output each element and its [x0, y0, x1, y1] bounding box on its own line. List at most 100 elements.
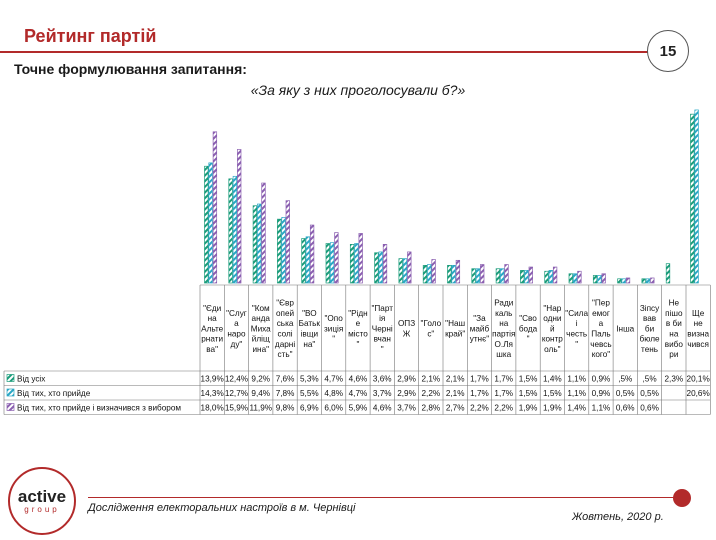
- data-label: 13,9%: [201, 375, 224, 384]
- category-label: "Рідн е місто ": [348, 309, 368, 349]
- bar-s1-c1: [204, 165, 209, 284]
- data-label: 2,1%: [422, 375, 441, 384]
- bar-s2-c9: [402, 258, 408, 284]
- bar-s3-c15: [552, 266, 558, 284]
- bar-s3-c8: [382, 244, 388, 284]
- category-label: "Сила і честь ": [565, 309, 588, 349]
- bar-s1-c10: [422, 265, 428, 284]
- bar-s1-c21: [690, 113, 695, 284]
- bar-s3-c19: [650, 277, 655, 284]
- bar-s2-c17: [597, 275, 602, 284]
- bar-s2-c6: [329, 242, 335, 284]
- data-label: 20,1%: [687, 375, 710, 384]
- data-label: 4,7%: [349, 389, 368, 398]
- data-label: 1,4%: [567, 404, 586, 413]
- category-label: Ще не визна чився: [687, 309, 709, 349]
- data-label: 1,5%: [519, 389, 538, 398]
- bar-s3-c13: [504, 264, 509, 284]
- bar-s2-c2: [232, 175, 238, 284]
- bar-s2-c12: [475, 268, 481, 284]
- data-label: 1,7%: [470, 389, 489, 398]
- data-label: 3,6%: [373, 375, 392, 384]
- data-label: 1,1%: [567, 375, 586, 384]
- category-label: "Парт ія Черні вчан ": [372, 304, 394, 354]
- data-label: 3,7%: [373, 389, 392, 398]
- title-underline: [0, 51, 648, 53]
- bar-s1-c3: [252, 205, 258, 284]
- bar-s1-c6: [325, 243, 330, 284]
- footer-study-title: Дослідження електоральних настроїв в м. …: [88, 502, 356, 514]
- bar-s3-c9: [407, 251, 412, 284]
- data-label: 4,6%: [349, 375, 368, 384]
- data-label: ,5%: [642, 375, 656, 384]
- data-label: 2,1%: [446, 375, 465, 384]
- question-text: «За яку з них проголосували б?»: [250, 82, 466, 98]
- bar-s3-c5: [309, 224, 315, 284]
- slide-title: Рейтинг партій: [24, 26, 157, 46]
- legend-label-2: Від тих, хто прийде: [17, 389, 91, 398]
- data-label: 6,0%: [324, 404, 343, 413]
- bar-s3-c18: [625, 277, 631, 284]
- logo-subtext: group: [24, 504, 60, 514]
- category-label: "Нар одни й контр оль": [542, 304, 563, 354]
- category-label: Не пішо в би на вибо ри: [665, 299, 684, 360]
- data-label: 2,7%: [446, 404, 465, 413]
- legend-swatch-1: [6, 374, 15, 382]
- data-label: 6,9%: [300, 404, 319, 413]
- bar-s1-c8: [374, 252, 379, 284]
- question-label: Точне формулювання запитання:: [14, 61, 247, 77]
- category-label: "Голо с": [421, 319, 442, 338]
- bar-s1-c17: [592, 275, 598, 284]
- data-label: 0,5%: [616, 389, 635, 398]
- data-label: 1,7%: [494, 389, 513, 398]
- bar-s2-c21: [694, 109, 699, 284]
- legend-label-3: Від тих, хто прийде і визначився з вибор…: [17, 404, 181, 413]
- page-number: 15: [647, 30, 689, 72]
- data-label: 1,9%: [543, 404, 562, 413]
- data-label: 2,9%: [397, 389, 416, 398]
- category-label: Ради каль на партія О.Ля шка: [492, 299, 515, 360]
- bar-s3-c11: [455, 259, 461, 284]
- footer-dot: [673, 489, 691, 507]
- data-label: 1,7%: [494, 375, 513, 384]
- bar-s3-c14: [528, 266, 533, 284]
- bar-s3-c10: [431, 259, 436, 284]
- bar-s2-c16: [572, 273, 578, 284]
- footer-date: Жовтень, 2020 р.: [572, 511, 664, 523]
- bar-s3-c6: [334, 232, 339, 284]
- data-label: 4,8%: [324, 389, 343, 398]
- legend-swatch-2: [6, 388, 15, 397]
- logo-text: active: [17, 486, 67, 506]
- company-logo: active group: [8, 467, 76, 535]
- data-label: 7,8%: [276, 389, 295, 398]
- category-label: ОПЗ Ж: [398, 319, 415, 338]
- category-label: "Наш край": [445, 319, 465, 338]
- data-label: 9,2%: [251, 375, 270, 384]
- category-label: "Євр опей ська солі дарні сть": [275, 299, 295, 360]
- bar-s2-c8: [378, 251, 383, 284]
- data-label: 2,9%: [397, 375, 416, 384]
- bar-s1-c4: [277, 218, 282, 284]
- data-label: 2,3%: [665, 375, 684, 384]
- bar-s2-c5: [305, 236, 310, 284]
- data-label: 15,9%: [225, 404, 248, 413]
- category-label: "ВО Батьк івщи на": [299, 309, 321, 349]
- category-label: Зіпсу вав би бюле тень: [640, 304, 661, 354]
- bar-s3-c3: [261, 182, 266, 284]
- category-label: "Слуг а наро ду": [226, 309, 247, 349]
- bar-s2-c4: [281, 217, 286, 284]
- data-label: 0,9%: [592, 389, 611, 398]
- data-label: 0,6%: [616, 404, 635, 413]
- bar-s1-c9: [398, 258, 403, 284]
- data-label: 2,8%: [422, 404, 441, 413]
- data-label: 2,1%: [446, 389, 465, 398]
- bar-s2-c18: [621, 278, 626, 284]
- legend-label-1: Від усіх: [17, 375, 45, 384]
- legend-swatch-3: [6, 403, 15, 411]
- bar-s1-c11: [447, 265, 452, 284]
- bar-s1-c19: [641, 278, 646, 284]
- category-label: "Сво бода ": [519, 314, 538, 344]
- category-label: "Єди на Альте рнати ва": [201, 304, 224, 354]
- bar-s3-c12: [480, 264, 485, 284]
